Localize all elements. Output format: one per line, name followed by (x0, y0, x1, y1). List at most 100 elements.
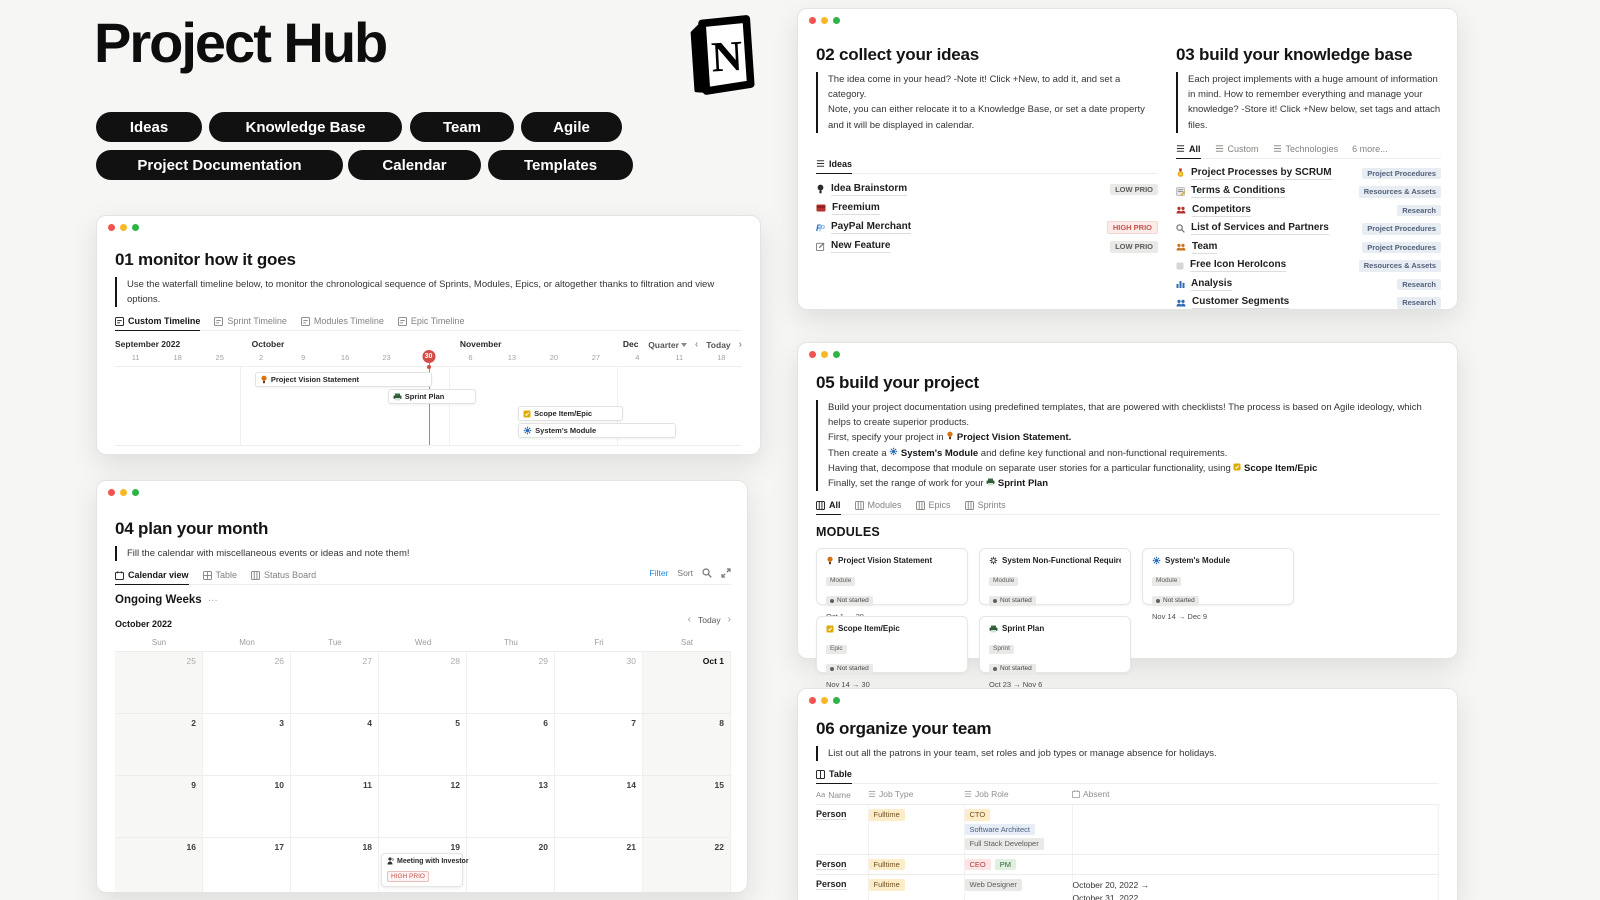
list-item[interactable]: List of Services and Partners Project Pr… (1176, 222, 1441, 236)
close-icon[interactable] (809, 351, 816, 358)
tab-status-board[interactable]: Status Board (251, 570, 316, 584)
close-icon[interactable] (108, 224, 115, 231)
calendar-cell[interactable]: 4 (291, 714, 379, 777)
tab-sprints[interactable]: Sprints (964, 500, 1006, 514)
list-item[interactable]: Competitors Research (1176, 204, 1441, 217)
calendar-cell[interactable]: 28 (379, 652, 467, 715)
table-row[interactable]: Person Fulltime CTO Software Architect F… (816, 804, 1439, 855)
calendar-cell[interactable]: 16 (115, 838, 203, 892)
sort-button[interactable]: Sort (677, 568, 693, 579)
next-month-button[interactable]: › (727, 614, 731, 626)
search-icon[interactable] (702, 568, 712, 578)
pill-project-documentation[interactable]: Project Documentation (96, 150, 343, 180)
calendar-cell[interactable]: 13 (467, 776, 555, 839)
minimize-icon[interactable] (120, 224, 127, 231)
prev-button[interactable]: ‹ (694, 339, 699, 351)
timeline-bar-project-vision[interactable]: Project Vision Statement (254, 372, 433, 388)
zoom-icon[interactable] (833, 17, 840, 24)
pill-templates[interactable]: Templates (488, 150, 633, 180)
tab-epics[interactable]: Epics (915, 500, 951, 514)
close-icon[interactable] (809, 17, 816, 24)
person-link[interactable]: Person (816, 858, 847, 870)
module-card[interactable]: Project Vision Statement Module Not star… (816, 548, 968, 621)
module-card[interactable]: System's Module Module Not started Nov 1… (1142, 548, 1294, 621)
col-header-name[interactable]: Aa Name (816, 786, 868, 806)
calendar-cell[interactable]: 10 (203, 776, 291, 839)
tab-table[interactable]: Table (202, 570, 237, 584)
traffic-lights[interactable] (809, 17, 840, 24)
tab-all[interactable]: All (816, 500, 841, 516)
minimize-icon[interactable] (821, 697, 828, 704)
more-menu-icon[interactable]: ··· (207, 594, 218, 606)
tab-modules[interactable]: Modules (854, 500, 902, 514)
pill-calendar[interactable]: Calendar (348, 150, 481, 180)
calendar-cell[interactable]: 2 (115, 714, 203, 777)
list-item[interactable]: Customer Segments Research (1176, 296, 1441, 310)
calendar-cell[interactable]: 17 (203, 838, 291, 892)
calendar-cell[interactable]: 6 (467, 714, 555, 777)
traffic-lights[interactable] (809, 697, 840, 704)
calendar-event[interactable]: Meeting with Investor HIGH PRIO (381, 853, 469, 888)
today-button[interactable]: Today (706, 339, 731, 350)
calendar-cell[interactable]: 5 (379, 714, 467, 777)
zoom-level-select[interactable]: Quarter (648, 340, 687, 350)
prev-month-button[interactable]: ‹ (687, 614, 691, 626)
close-icon[interactable] (108, 489, 115, 496)
calendar-cell[interactable]: 30 (555, 652, 643, 715)
calendar-cell[interactable]: 29 (467, 652, 555, 715)
calendar-cell[interactable]: 25 (115, 652, 203, 715)
pill-team[interactable]: Team (410, 112, 514, 142)
calendar-cell[interactable]: 27 (291, 652, 379, 715)
timeline-bar-sprint-plan[interactable]: Sprint Plan (387, 389, 477, 405)
tab-technologies[interactable]: Technologies (1273, 144, 1338, 158)
traffic-lights[interactable] (809, 351, 840, 358)
filter-button[interactable]: Filter (649, 568, 669, 579)
calendar-cell[interactable]: 12 (379, 776, 467, 839)
list-item[interactable]: New Feature LOW PRIO (816, 240, 1158, 254)
minimize-icon[interactable] (821, 17, 828, 24)
minimize-icon[interactable] (821, 351, 828, 358)
expand-icon[interactable] (721, 568, 731, 578)
calendar-cell[interactable]: 15 (643, 776, 731, 839)
timeline-bar-systems-module[interactable]: System's Module (518, 423, 677, 439)
pill-knowledge-base[interactable]: Knowledge Base (209, 112, 402, 142)
tab-calendar-view[interactable]: Calendar view (115, 570, 189, 586)
calendar-cell[interactable]: 8 (643, 714, 731, 777)
list-item[interactable]: Project Processes by SCRUM Project Proce… (1176, 167, 1441, 180)
today-marker[interactable]: 30 (422, 350, 435, 364)
tab-custom[interactable]: Custom (1215, 144, 1259, 158)
list-item[interactable]: Freemium (816, 202, 1158, 215)
calendar-cell[interactable]: 11 (291, 776, 379, 839)
pill-agile[interactable]: Agile (521, 112, 622, 142)
calendar-cell[interactable]: Oct 1 (643, 652, 731, 715)
list-item[interactable]: Team Project Procedures (1176, 241, 1441, 254)
col-header-job-type[interactable]: Job Type (868, 786, 964, 806)
calendar-cell[interactable]: 3 (203, 714, 291, 777)
traffic-lights[interactable] (108, 489, 139, 496)
list-item[interactable]: Analysis Research (1176, 278, 1441, 291)
minimize-icon[interactable] (120, 489, 127, 496)
tab-more[interactable]: 6 more... (1352, 143, 1388, 154)
calendar-cell[interactable]: 19 Meeting with Investor HIGH PRIO (379, 838, 469, 892)
next-button[interactable]: › (738, 339, 742, 351)
pill-ideas[interactable]: Ideas (96, 112, 202, 142)
zoom-icon[interactable] (833, 351, 840, 358)
list-item[interactable]: Terms & Conditions Resources & Assets (1176, 185, 1441, 199)
person-link[interactable]: Person (816, 809, 847, 821)
module-card[interactable]: System Non-Functional Requirements Modul… (979, 548, 1131, 606)
timeline-bar-scope-item[interactable]: Scope Item/Epic (518, 406, 624, 422)
tab-modules-timeline[interactable]: Modules Timeline (300, 316, 384, 330)
col-header-job-role[interactable]: Job Role (964, 786, 1072, 806)
table-row[interactable]: Person Fulltime Web Designer October 20,… (816, 874, 1439, 900)
tab-sprint-timeline[interactable]: Sprint Timeline (214, 316, 287, 330)
calendar-cell[interactable]: 7 (555, 714, 643, 777)
calendar-cell[interactable]: 22 (643, 838, 731, 892)
calendar-cell[interactable]: 14 (555, 776, 643, 839)
person-link[interactable]: Person (816, 879, 847, 891)
tab-table[interactable]: Table (816, 769, 852, 785)
calendar-cell[interactable]: 20 (467, 838, 555, 892)
calendar-cell[interactable]: 9 (115, 776, 203, 839)
tab-custom-timeline[interactable]: Custom Timeline (115, 316, 201, 332)
zoom-icon[interactable] (833, 697, 840, 704)
